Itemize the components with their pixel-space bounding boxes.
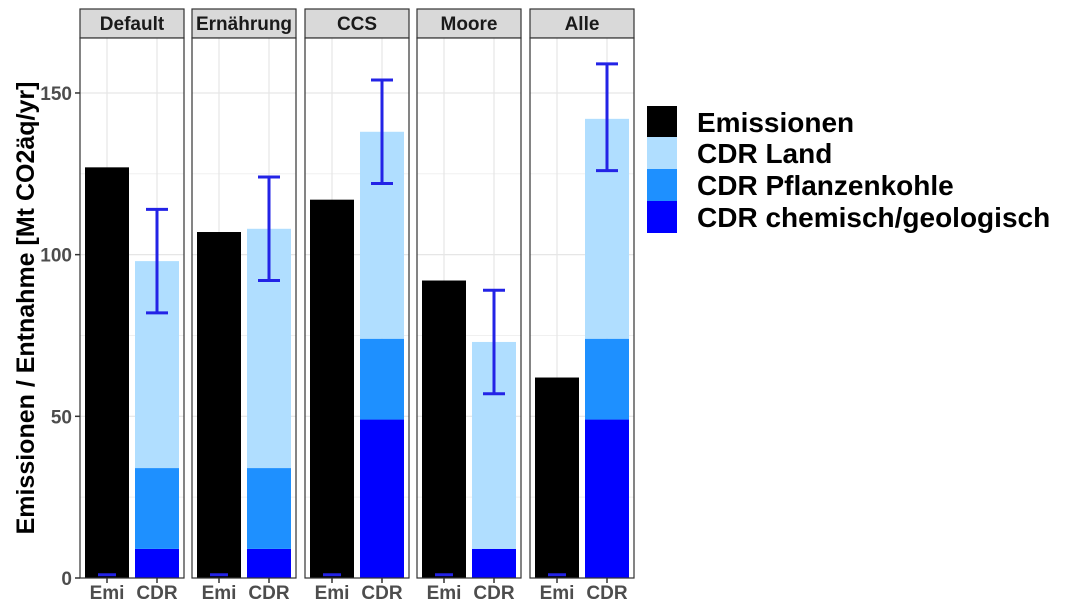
panel-border xyxy=(191,37,297,579)
bar-cdr-chemisch-geologisch xyxy=(585,419,629,578)
facet-strip-label: CCS xyxy=(337,14,377,35)
y-tick-label-50: 50 xyxy=(51,407,72,428)
y-axis-title-text: Emissionen / Entnahme [Mt CO2äq/yr] xyxy=(12,82,40,535)
legend-item-cdr-chemisch-geologisch: CDR chemisch/geologisch xyxy=(647,201,1050,233)
legend-key xyxy=(647,137,677,169)
panel-border xyxy=(79,37,185,579)
bar-cdr-chemisch-geologisch xyxy=(472,548,516,578)
legend-label: CDR chemisch/geologisch xyxy=(697,202,1050,233)
facet-panel-ernährung: Ernährung Emi CDR xyxy=(191,8,297,603)
x-tick-label-cdr: CDR xyxy=(586,583,627,603)
bar-cdr-chemisch-geologisch xyxy=(247,548,291,578)
facet-strip-label: Moore xyxy=(441,14,498,35)
facet-strip-default xyxy=(79,8,185,39)
legend-item-cdr-pflanzenkohle: CDR Pflanzenkohle xyxy=(647,169,954,201)
bar-emissionen xyxy=(422,280,466,578)
x-tick-label-emi: Emi xyxy=(202,583,237,603)
facet-strip-label: Default xyxy=(100,14,165,35)
facet-strip-label: Ernährung xyxy=(196,14,292,35)
y-tick-label-0: 0 xyxy=(61,569,72,590)
x-tick-label-emi: Emi xyxy=(90,583,125,603)
facet-strip-alle xyxy=(529,8,635,39)
legend-key xyxy=(647,106,677,138)
bar-cdr-pflanzenkohle xyxy=(135,468,179,549)
x-tick-label-emi: Emi xyxy=(427,583,462,603)
panel-border xyxy=(304,37,410,579)
facet-strip-moore xyxy=(416,8,522,39)
bar-cdr-pflanzenkohle xyxy=(247,468,291,549)
legend-item-emissionen: Emissionen xyxy=(647,106,854,138)
x-tick-label-emi: Emi xyxy=(540,583,575,603)
bar-cdr-pflanzenkohle xyxy=(360,338,404,420)
legend-label: CDR Pflanzenkohle xyxy=(697,170,954,201)
legend-label: CDR Land xyxy=(697,138,832,169)
x-tick-label-emi: Emi xyxy=(315,583,350,603)
facet-strip-label: Alle xyxy=(565,14,600,35)
x-tick-label-cdr: CDR xyxy=(473,583,514,603)
bar-emissionen xyxy=(85,167,129,579)
facet-strip-ccs xyxy=(304,8,410,39)
facet-panel-alle: Alle Emi CDR xyxy=(529,8,635,603)
y-tick-label-100: 100 xyxy=(40,246,72,267)
bar-cdr-pflanzenkohle xyxy=(585,338,629,420)
legend-item-cdr-land: CDR Land xyxy=(647,137,832,169)
y-axis: 0 50 100 150 xyxy=(40,84,80,590)
bar-emissionen xyxy=(535,377,579,578)
x-tick-label-cdr: CDR xyxy=(248,583,289,603)
legend-key xyxy=(647,169,677,201)
x-tick-label-cdr: CDR xyxy=(136,583,177,603)
panel-border xyxy=(416,37,522,579)
panel-border xyxy=(529,37,635,579)
bar-emissionen xyxy=(310,199,354,579)
bar-emissionen xyxy=(197,232,241,579)
x-tick-label-cdr: CDR xyxy=(361,583,402,603)
legend-key xyxy=(647,201,677,233)
facet-panel-ccs: CCS Emi CDR xyxy=(304,8,410,603)
y-tick-label-150: 150 xyxy=(40,84,72,105)
facet-panel-moore: Moore Emi CDR xyxy=(416,8,522,603)
facet-panel-default: Default Emi CDR xyxy=(79,8,185,603)
bar-cdr-chemisch-geologisch xyxy=(135,548,179,578)
legend-label: Emissionen xyxy=(697,107,854,138)
y-axis-title: Emissionen / Entnahme [Mt CO2äq/yr] xyxy=(12,82,40,535)
bar-cdr-chemisch-geologisch xyxy=(360,419,404,578)
